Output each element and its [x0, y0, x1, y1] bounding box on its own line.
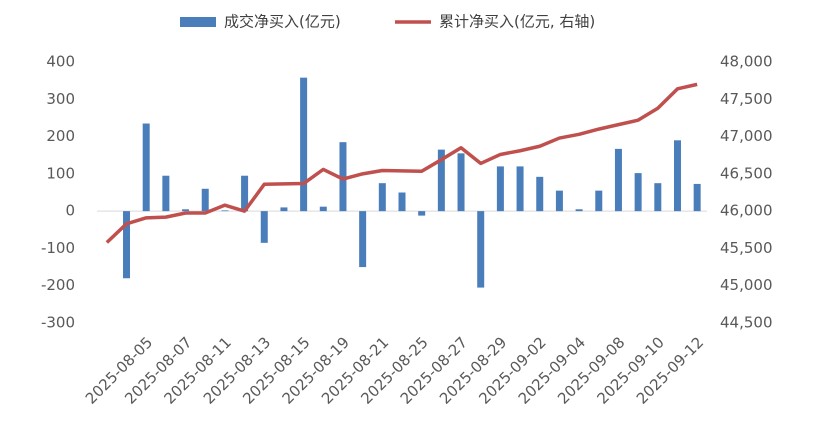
legend-label: 累计净买入(亿元, 右轴) [439, 13, 595, 31]
y-tick-label: -300 [41, 314, 75, 332]
legend-label: 成交净买入(亿元) [224, 13, 341, 31]
y2-tick-label: 47,000 [720, 127, 773, 145]
y-tick-label: 300 [46, 90, 75, 108]
y2-tick-label: 45,000 [720, 276, 773, 294]
bar [457, 153, 465, 212]
bar [142, 123, 150, 212]
bar [634, 173, 642, 212]
bar [300, 77, 308, 212]
bar [123, 211, 131, 279]
y2-tick-label: 45,500 [720, 239, 773, 257]
bar [319, 206, 327, 212]
bar [359, 211, 367, 268]
bar [398, 192, 406, 212]
y2-tick-label: 48,000 [720, 53, 773, 71]
y2-tick-label: 44,500 [720, 314, 773, 332]
bar [241, 175, 249, 212]
bar [418, 211, 426, 216]
y-tick-label: 200 [46, 127, 75, 145]
bar [555, 190, 563, 212]
bar [221, 210, 229, 212]
bar [575, 209, 583, 212]
y-tick-label: 100 [46, 164, 75, 182]
bar [654, 183, 662, 212]
legend-swatch [180, 17, 216, 27]
bar [516, 166, 524, 212]
y-tick-label: 0 [65, 202, 75, 220]
bar [339, 142, 347, 212]
bar [280, 207, 288, 212]
line [105, 82, 698, 244]
bar [201, 188, 209, 212]
bar [437, 149, 445, 212]
bar [378, 183, 386, 212]
bar [182, 209, 190, 212]
y2-tick-label: 46,000 [720, 202, 773, 220]
y2-tick-label: 47,500 [720, 90, 773, 108]
y-tick-label: -200 [41, 276, 75, 294]
bar [595, 190, 603, 212]
bar [260, 211, 268, 243]
bar [673, 140, 681, 212]
bar [536, 176, 544, 212]
y-tick-label: -100 [41, 239, 75, 257]
bar [162, 175, 170, 212]
bar [496, 166, 504, 212]
y2-tick-label: 46,500 [720, 164, 773, 182]
bar [693, 183, 701, 212]
bar [477, 211, 485, 288]
y-tick-label: 400 [46, 53, 75, 71]
bar [614, 148, 622, 212]
